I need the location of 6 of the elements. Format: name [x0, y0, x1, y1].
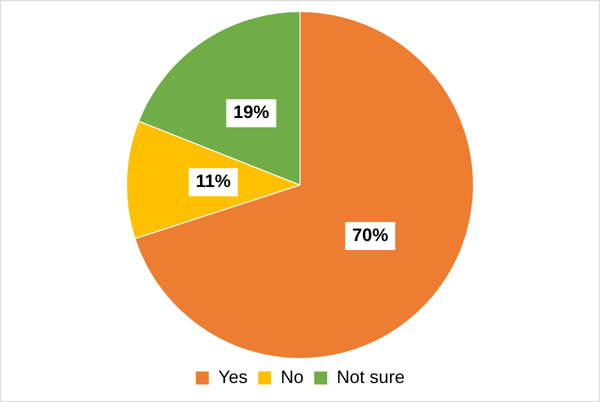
- data-label: 11%: [196, 171, 231, 192]
- legend-label: Not sure: [336, 366, 405, 387]
- data-label: 19%: [233, 102, 270, 122]
- legend-label: Yes: [218, 366, 248, 387]
- data-label: 70%: [352, 224, 388, 245]
- legend-label: No: [280, 366, 304, 387]
